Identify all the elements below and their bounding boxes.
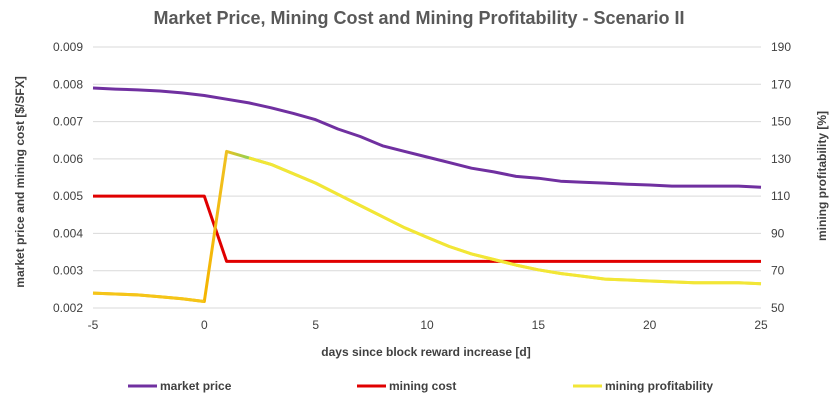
y2-tick-label: 50 — [771, 301, 785, 315]
y-axis-title-right: mining profitability [%] — [815, 111, 829, 241]
y-tick-label: 0.002 — [53, 301, 83, 315]
y-tick-label: 0.008 — [53, 77, 83, 91]
series-line-mining-profitability-head — [92, 291, 205, 303]
y2-tick-label: 150 — [771, 115, 791, 129]
x-tick-label: 10 — [420, 318, 434, 332]
grid — [93, 46, 761, 309]
y-tick-label: 0.005 — [53, 189, 83, 203]
y2-tick-label: 190 — [771, 40, 791, 54]
x-tick-label: 25 — [754, 318, 768, 332]
y-axis-title-left: market price and mining cost [$/SFX] — [13, 76, 27, 287]
series-line-mining-cost — [93, 194, 761, 263]
y-axis-right: 50 70 90 110 130 150 170 190 — [771, 40, 791, 315]
y2-tick-label: 130 — [771, 152, 791, 166]
chart-title: Market Price, Mining Cost and Mining Pro… — [153, 8, 684, 28]
y2-tick-label: 70 — [771, 264, 785, 278]
legend-label: mining profitability — [605, 379, 713, 393]
y-tick-label: 0.009 — [53, 40, 83, 54]
y2-tick-label: 110 — [771, 189, 790, 203]
y-tick-label: 0.004 — [53, 226, 83, 240]
x-tick-label: 0 — [201, 318, 208, 332]
legend: market price mining cost mining profitabil… — [128, 379, 713, 393]
y2-tick-label: 90 — [771, 226, 785, 240]
series-line-mining-profitability-tail — [248, 156, 762, 286]
series-line-market-price — [92, 86, 762, 189]
series-layer — [92, 86, 762, 303]
x-axis-title: days since block reward increase [d] — [321, 345, 530, 359]
y-tick-label: 0.007 — [53, 115, 83, 129]
y-axis-left: 0.002 0.003 0.004 0.005 0.006 0.007 0.008 0.009 — [53, 40, 83, 315]
y2-tick-label: 170 — [771, 77, 791, 91]
x-axis: -5 0 5 10 15 20 25 — [88, 318, 768, 332]
y-tick-label: 0.003 — [53, 264, 83, 278]
x-tick-label: 20 — [643, 318, 657, 332]
x-tick-label: 5 — [312, 318, 319, 332]
x-tick-label: -5 — [88, 318, 99, 332]
x-tick-label: 15 — [532, 318, 546, 332]
legend-label: mining cost — [389, 379, 456, 393]
series-line-mining-profitability — [92, 149, 762, 303]
legend-label: market price — [160, 379, 232, 393]
y-tick-label: 0.006 — [53, 152, 83, 166]
